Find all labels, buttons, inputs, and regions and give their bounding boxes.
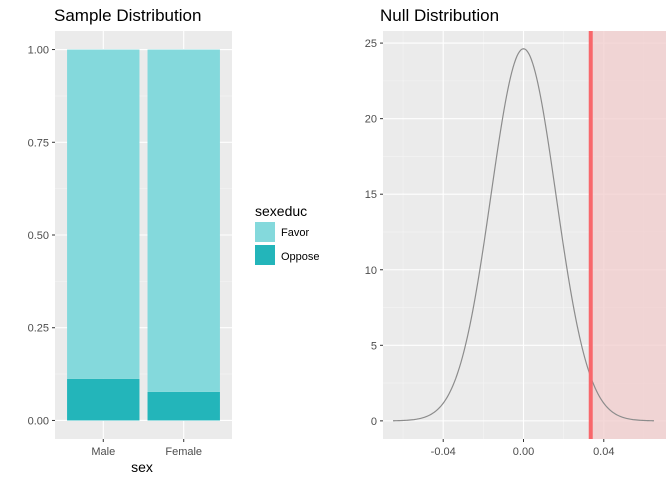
legend-label-favor: Favor bbox=[281, 227, 309, 239]
sample-distribution-x-axis: Male Female bbox=[91, 439, 202, 458]
sample-distribution-chart: Sample Distribution 0.00 0.25 0.50 0.75 1.00… bbox=[28, 6, 232, 475]
sample-distribution-bars bbox=[67, 49, 220, 421]
y-tick-label: 0.75 bbox=[28, 137, 49, 149]
x-tick-label: 0.04 bbox=[593, 446, 614, 458]
x-tick-label: -0.04 bbox=[431, 446, 456, 458]
null-distribution-title: Null Distribution bbox=[380, 6, 499, 25]
y-tick-label: 0 bbox=[371, 416, 377, 428]
y-tick-label: 0.25 bbox=[28, 323, 49, 335]
x-tick-label-female: Female bbox=[165, 446, 202, 458]
y-tick-label: 15 bbox=[365, 189, 377, 201]
sample-distribution-y-axis: 0.00 0.25 0.50 0.75 1.00 bbox=[28, 45, 55, 427]
bar-favor-female bbox=[147, 49, 220, 392]
null-distribution-x-axis: -0.04 0.00 0.04 bbox=[431, 439, 614, 458]
y-tick-label: 20 bbox=[365, 114, 377, 126]
y-tick-label: 5 bbox=[371, 340, 377, 352]
x-axis-title-sex: sex bbox=[131, 459, 153, 475]
legend-swatch-oppose bbox=[255, 245, 275, 265]
legend: sexeduc Favor Oppose bbox=[255, 203, 320, 265]
null-distribution-y-axis: 0 5 10 15 20 25 bbox=[365, 38, 383, 428]
y-tick-label: 0.50 bbox=[28, 230, 49, 242]
bar-oppose-female bbox=[147, 391, 220, 421]
legend-title: sexeduc bbox=[255, 203, 307, 219]
sample-distribution-title: Sample Distribution bbox=[54, 6, 201, 25]
y-tick-label: 0.00 bbox=[28, 415, 49, 427]
y-tick-label: 10 bbox=[365, 265, 377, 277]
legend-swatch-favor bbox=[255, 222, 275, 242]
null-distribution-curve bbox=[393, 48, 654, 422]
bar-favor-male bbox=[67, 49, 140, 379]
x-tick-label-male: Male bbox=[91, 446, 115, 458]
x-tick-label: 0.00 bbox=[513, 446, 534, 458]
legend-label-oppose: Oppose bbox=[281, 251, 320, 263]
p-value-shaded-region bbox=[590, 31, 666, 439]
bar-oppose-male bbox=[67, 378, 140, 421]
y-tick-label: 1.00 bbox=[28, 45, 49, 57]
y-tick-label: 25 bbox=[365, 38, 377, 50]
null-distribution-chart: Null Distribution 0 5 10 15 20 25 -0.04 0.00 0.… bbox=[365, 6, 666, 458]
